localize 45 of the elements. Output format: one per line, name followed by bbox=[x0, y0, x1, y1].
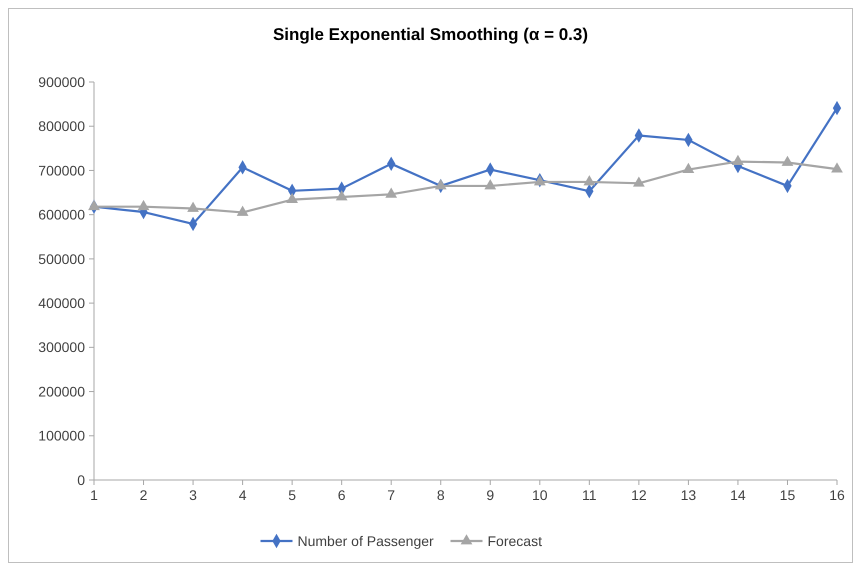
point bbox=[484, 179, 496, 190]
y-tick-label: 700000 bbox=[38, 162, 86, 178]
point bbox=[138, 200, 150, 210]
legend-label: Number of Passenger bbox=[298, 532, 434, 549]
point bbox=[831, 162, 843, 173]
x-tick-label: 11 bbox=[582, 487, 597, 503]
point bbox=[732, 154, 744, 165]
point bbox=[534, 175, 546, 186]
point bbox=[782, 156, 794, 166]
y-tick-label: 600000 bbox=[38, 206, 86, 223]
x-tick-label: 6 bbox=[338, 487, 346, 503]
x-tick-label: 12 bbox=[631, 487, 647, 503]
point bbox=[434, 179, 447, 190]
x-tick-label: 3 bbox=[189, 487, 198, 503]
point bbox=[336, 190, 348, 200]
x-tick-label: 13 bbox=[680, 487, 696, 503]
y-tick-label: 200000 bbox=[38, 383, 86, 400]
point bbox=[385, 188, 398, 198]
y-tick-label: 100000 bbox=[38, 428, 86, 444]
y-tick-label: 800000 bbox=[38, 118, 86, 134]
x-tick-label: 16 bbox=[829, 487, 845, 503]
legend-label: Forecast bbox=[488, 532, 542, 549]
chart-title: Single Exponential Smoothing (α = 0.3) bbox=[272, 25, 588, 44]
x-tick-label: 9 bbox=[486, 487, 494, 503]
point bbox=[286, 192, 298, 204]
x-tick-label: 14 bbox=[730, 487, 746, 503]
x-tick-label: 5 bbox=[288, 487, 296, 503]
x-tick-label: 1 bbox=[90, 487, 98, 503]
x-tick-label: 7 bbox=[387, 487, 396, 503]
y-tick-label: 500000 bbox=[38, 250, 86, 267]
x-tick-label: 2 bbox=[140, 487, 148, 503]
x-tick-label: 4 bbox=[238, 487, 247, 503]
x-tick-label: 15 bbox=[780, 487, 796, 503]
point bbox=[187, 202, 199, 212]
point bbox=[236, 206, 248, 216]
y-tick-label: 900000 bbox=[38, 74, 86, 90]
point bbox=[632, 176, 645, 187]
point bbox=[88, 200, 100, 210]
y-tick-label: 300000 bbox=[38, 339, 86, 356]
point bbox=[682, 162, 694, 173]
point bbox=[583, 175, 596, 186]
x-tick-label: 8 bbox=[436, 487, 445, 503]
x-tick-label: 10 bbox=[532, 487, 548, 503]
y-tick-label: 400000 bbox=[38, 295, 86, 312]
y-tick-label: 0 bbox=[77, 472, 86, 488]
